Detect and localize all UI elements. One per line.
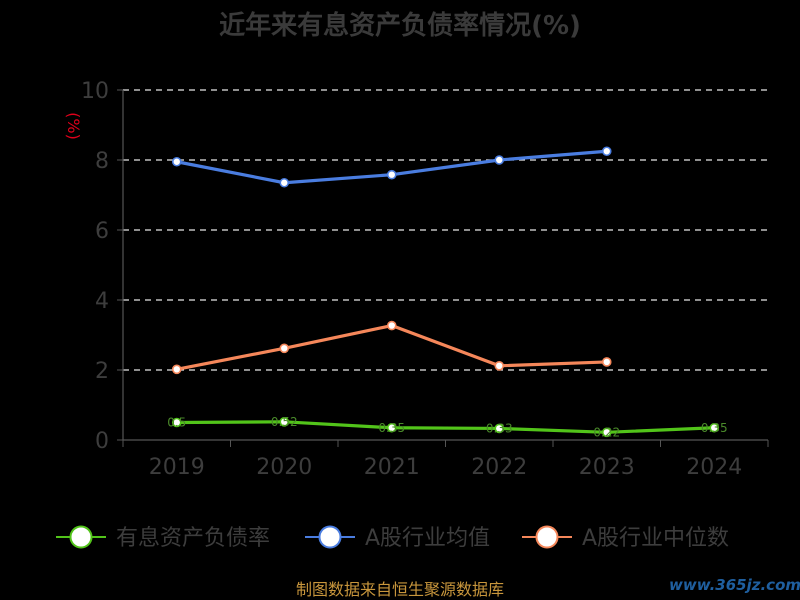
data-point[interactable] xyxy=(494,155,505,165)
data-label: 0.52 xyxy=(271,415,298,429)
data-label: 0.22 xyxy=(593,425,620,439)
data-point[interactable] xyxy=(494,360,505,371)
data-label: 0.35 xyxy=(701,421,728,435)
data-point[interactable] xyxy=(171,364,182,375)
y-tick-label: 10 xyxy=(81,79,109,104)
data-point[interactable] xyxy=(386,320,397,331)
x-tick-label: 2019 xyxy=(149,455,205,480)
y-tick-label: 6 xyxy=(95,219,109,244)
x-tick-label: 2021 xyxy=(364,455,420,480)
data-point[interactable] xyxy=(601,357,612,367)
data-point[interactable] xyxy=(386,169,397,180)
legend-item[interactable]: A股行业均值 xyxy=(305,525,490,551)
x-tick-label: 2022 xyxy=(471,455,527,480)
y-tick-label: 8 xyxy=(95,149,109,174)
source-note: 制图数据来自恒生聚源数据库 xyxy=(296,580,504,599)
legend-label: 有息资产负债率 xyxy=(116,526,270,551)
data-label: 0.35 xyxy=(378,421,405,435)
data-label: 0.33 xyxy=(486,421,513,435)
data-point[interactable] xyxy=(171,417,182,428)
legend-marker xyxy=(535,525,559,549)
y-tick-label: 0 xyxy=(95,429,109,454)
data-point[interactable] xyxy=(494,423,505,434)
x-tick-label: 2024 xyxy=(686,455,742,480)
y-tick-label: 2 xyxy=(95,359,109,384)
y-axis-label: (%) xyxy=(64,112,83,140)
legend-label: A股行业均值 xyxy=(365,526,490,551)
y-tick-label: 4 xyxy=(95,289,109,314)
series-line xyxy=(176,323,607,371)
data-point[interactable] xyxy=(279,416,290,427)
data-point[interactable] xyxy=(171,156,182,167)
legend-label: A股行业中位数 xyxy=(582,526,729,551)
legend-item[interactable]: A股行业中位数 xyxy=(522,525,729,551)
axis-layer: 0 2 4 6 8 10 2019 2020 2021 2022 2023 2024 xyxy=(81,79,769,480)
watermark: www.365jz.com xyxy=(669,576,800,594)
grid-layer xyxy=(123,89,768,371)
data-point[interactable] xyxy=(601,146,612,157)
legend-marker xyxy=(318,525,342,549)
x-tick-label: 2023 xyxy=(579,455,635,480)
series-line xyxy=(176,420,715,434)
legend[interactable]: 有息资产负债率 A股行业均值 A股行业中位数 xyxy=(56,525,729,551)
data-point[interactable] xyxy=(386,422,397,433)
data-point[interactable] xyxy=(601,427,612,438)
chart-title: 近年来有息资产负债率情况(%) xyxy=(219,10,581,41)
legend-marker xyxy=(69,525,93,549)
x-tick-label: 2020 xyxy=(256,455,312,480)
data-label: 0.5 xyxy=(167,416,186,430)
series-layer: 0.5 0.52 0.35 0.33 0.22 0.35 xyxy=(167,146,728,439)
legend-item[interactable]: 有息资产负债率 xyxy=(56,525,270,551)
data-point[interactable] xyxy=(709,422,720,433)
data-point[interactable] xyxy=(279,343,290,354)
data-point[interactable] xyxy=(279,177,290,188)
